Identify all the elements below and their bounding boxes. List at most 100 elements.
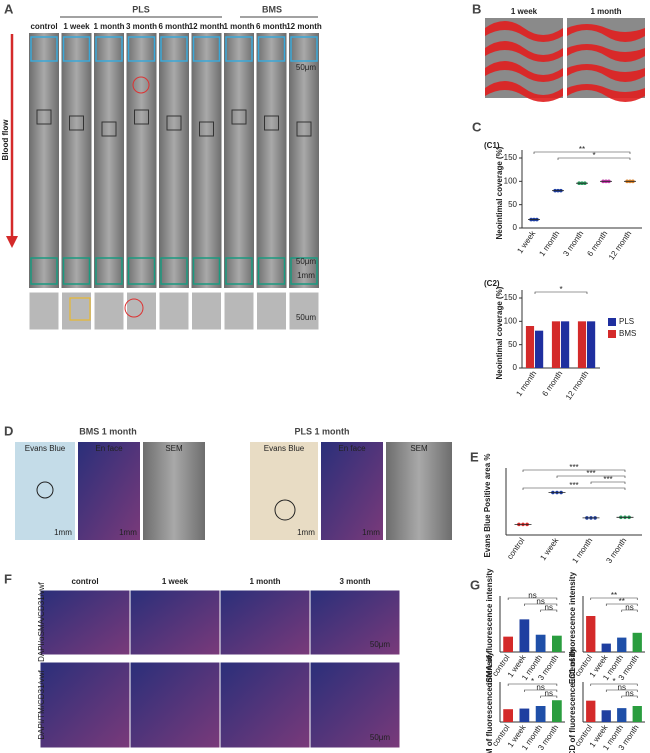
roi-box bbox=[36, 109, 52, 125]
sig-bracket bbox=[605, 603, 638, 606]
strut bbox=[567, 44, 645, 62]
image bbox=[256, 33, 287, 288]
x-tick-label: 12 month bbox=[607, 229, 634, 261]
legend-swatch bbox=[608, 330, 616, 338]
column-label: 1 month bbox=[223, 22, 254, 31]
y-axis-label: αSMA of fluorescence intensity bbox=[485, 568, 494, 687]
strut bbox=[485, 81, 563, 102]
y-tick-label: 100 bbox=[504, 316, 518, 325]
bar bbox=[577, 321, 587, 368]
column-label: 12 month bbox=[189, 22, 225, 31]
column-label: 3 month bbox=[339, 577, 370, 586]
roi-box bbox=[62, 257, 91, 285]
bar bbox=[587, 321, 596, 368]
y-axis-label: TM of fluorescence intensity bbox=[485, 651, 494, 753]
y-axis-label: EC1 of fluorescence intensity bbox=[568, 571, 577, 684]
sig-label: *** bbox=[569, 481, 578, 490]
roi-box bbox=[225, 257, 253, 285]
sig-label: ns bbox=[618, 683, 626, 692]
zoom-image bbox=[93, 291, 125, 331]
scale-label: 50μm bbox=[370, 640, 391, 649]
zoom-image bbox=[223, 291, 255, 331]
zoom-image bbox=[191, 291, 222, 331]
bar bbox=[535, 706, 546, 722]
column-label: 1 month bbox=[590, 7, 621, 16]
image bbox=[250, 442, 318, 540]
legend-label: PLS bbox=[619, 317, 634, 326]
image bbox=[309, 589, 401, 656]
flow-arrow bbox=[6, 236, 18, 248]
bar bbox=[552, 635, 562, 652]
roi-box bbox=[160, 257, 188, 285]
sig-bracket bbox=[507, 683, 558, 686]
panel-label: G bbox=[470, 577, 480, 592]
x-tick-label: 1 week bbox=[515, 228, 537, 255]
roi-box bbox=[30, 36, 58, 62]
sig-bracket bbox=[557, 157, 631, 160]
panel-label: B bbox=[472, 1, 481, 16]
highlight bbox=[132, 76, 150, 94]
zoom-image bbox=[288, 291, 320, 331]
sig-bracket bbox=[590, 481, 626, 484]
column-label: 3 month bbox=[126, 22, 157, 31]
image bbox=[29, 33, 59, 288]
roi-box bbox=[199, 121, 214, 137]
y-axis-label: Evans Blue Positive area % bbox=[483, 453, 492, 557]
sig-bracket bbox=[534, 291, 588, 294]
sig-label: ns bbox=[536, 597, 544, 606]
roi-box bbox=[62, 36, 91, 62]
bar bbox=[552, 700, 562, 722]
image bbox=[321, 442, 383, 540]
image bbox=[39, 589, 131, 656]
column-label: 6 month bbox=[256, 22, 287, 31]
sig-bracket bbox=[507, 597, 558, 600]
row-label: DAPI/TM/CD31/vwf bbox=[37, 670, 46, 740]
x-tick-label: 6 month bbox=[585, 229, 609, 258]
sig-label: *** bbox=[586, 469, 595, 478]
scale-label: 50μm bbox=[296, 63, 317, 72]
highlight bbox=[124, 298, 144, 318]
x-tick-label: 1 month bbox=[514, 369, 538, 398]
column-label: 1 week bbox=[63, 22, 90, 31]
image bbox=[61, 33, 92, 288]
strut bbox=[567, 64, 645, 82]
sig-label: ** bbox=[611, 591, 617, 600]
sig-label: ns bbox=[536, 683, 544, 692]
sig-bracket bbox=[556, 475, 626, 478]
image bbox=[309, 661, 401, 749]
panel-label: D bbox=[4, 423, 13, 438]
roi-box bbox=[134, 109, 149, 125]
sig-label: * bbox=[559, 285, 562, 294]
strut bbox=[567, 84, 645, 102]
sig-bracket bbox=[524, 603, 558, 606]
scale-label: 50um bbox=[296, 313, 316, 322]
chart-label: (C2) bbox=[484, 279, 500, 288]
roi-box bbox=[69, 115, 84, 131]
flow-label: Blood flow bbox=[1, 119, 10, 161]
column-label: 12 month bbox=[286, 22, 322, 31]
column-label: Evans Blue bbox=[25, 444, 66, 453]
column-label: 1 week bbox=[511, 7, 538, 16]
strut bbox=[485, 61, 563, 82]
bar bbox=[519, 708, 530, 722]
column-label: 1 month bbox=[249, 577, 280, 586]
image bbox=[126, 33, 157, 288]
column-label: 1 month bbox=[93, 22, 124, 31]
group-label: PLS bbox=[132, 4, 150, 14]
image bbox=[39, 661, 131, 749]
bar bbox=[601, 710, 611, 722]
y-tick-label: 0 bbox=[513, 223, 518, 232]
sig-label: ns bbox=[625, 689, 633, 698]
roi-box bbox=[231, 109, 247, 125]
bar bbox=[503, 636, 513, 652]
image bbox=[129, 589, 221, 656]
bar bbox=[601, 643, 611, 652]
roi-box bbox=[30, 257, 58, 285]
zoom-image bbox=[126, 291, 157, 331]
column-label: SEM bbox=[165, 444, 183, 453]
x-tick-label: 3 month bbox=[604, 536, 628, 565]
roi-box bbox=[257, 36, 286, 62]
column-label: control bbox=[71, 577, 98, 586]
sig-label: *** bbox=[569, 463, 578, 472]
